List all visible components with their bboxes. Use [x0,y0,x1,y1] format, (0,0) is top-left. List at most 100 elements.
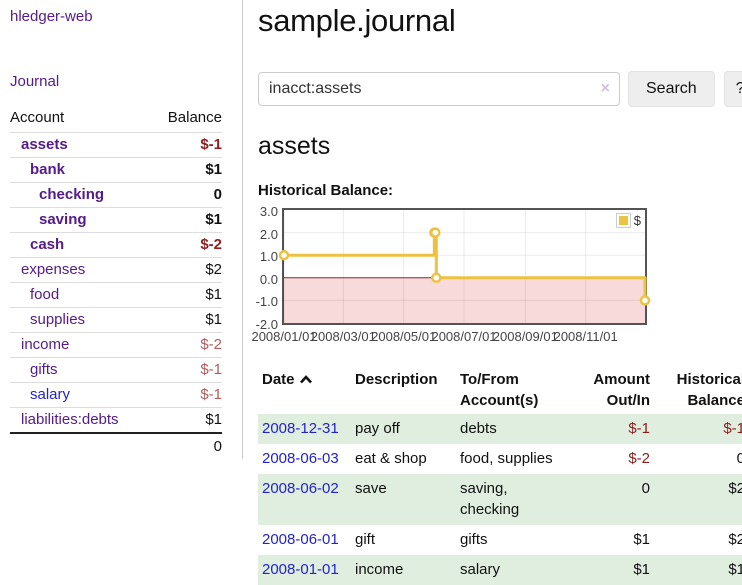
transaction-balance: $-1 [723,420,742,438]
transaction-balance: $2 [728,531,742,549]
account-link-food[interactable]: food [30,286,60,303]
transaction-accounts: saving, checking [460,480,520,519]
app-title-link[interactable]: hledger-web [10,8,93,25]
accounts-total-row: 0 [10,432,222,459]
account-row: bank $1 [10,157,222,183]
account-link-assets[interactable]: assets [21,136,68,153]
account-balance: $-1 [200,386,222,403]
transaction-amount: $1 [633,561,650,579]
search-input[interactable] [258,72,620,107]
nav-journal-link[interactable]: Journal [10,73,60,90]
x-axis-tick: 2008/03/01 [310,329,376,345]
transaction-accounts: salary [460,561,501,579]
accounts-header-balance: Balance [167,109,222,126]
transaction-description: income [355,561,404,579]
register-row: 2008-06-03 eat & shop food, supplies $-2 0 [258,444,742,474]
col-amount: Amount Out/In [593,371,650,410]
account-link-expenses[interactable]: expenses [21,261,86,278]
account-balance: $-2 [200,236,222,253]
register-row: 2008-12-31 pay off debts $-1 $-1 [258,414,742,445]
transaction-date-link[interactable]: 2008-06-01 [262,531,339,549]
account-balance: $-1 [200,361,222,378]
help-button[interactable]: ? [723,71,742,108]
register-row: 2008-06-02 save saving, checking 0 $2 [258,474,742,526]
y-axis-tick: -2.0 [255,317,278,333]
account-balance: $1 [205,211,222,228]
y-axis-tick: -1.0 [255,294,278,310]
account-row: supplies $1 [10,307,222,333]
search-form: × Search ? [258,71,742,108]
legend-label: $ [633,213,641,229]
account-row: gifts $-1 [10,357,222,383]
transaction-description: gift [355,531,376,549]
historical-balance-chart: 3.0 2.0 1.0 0.0 -1.0 -2.0 $ 2008/01/01 2008/03… [251,205,742,350]
x-axis-tick: 2008/05/01 [371,329,437,345]
chart-title: Historical Balance: [258,182,394,200]
account-link-saving[interactable]: saving [39,211,87,228]
account-balance: 0 [213,186,222,203]
account-row: assets $-1 [10,132,222,158]
account-balance: $1 [205,411,222,428]
transaction-balance: $1 [728,561,742,579]
account-row: checking 0 [10,182,222,208]
account-row: income $-2 [10,332,222,358]
transaction-accounts: gifts [460,531,488,549]
account-row: liabilities:debts $1 [10,407,222,434]
x-axis-tick: 2008/01/01 [251,329,317,345]
account-balance: $2 [205,261,222,278]
account-link-income[interactable]: income [21,336,70,353]
transaction-amount: $-1 [628,420,650,438]
x-axis-tick: 2008/11/01 [553,329,618,345]
transaction-description: pay off [355,420,400,438]
account-link-checking[interactable]: checking [39,186,105,203]
transaction-accounts: food, supplies [460,450,553,468]
account-link-bank[interactable]: bank [30,161,66,178]
clear-search-icon[interactable]: × [600,80,610,98]
account-row: food $1 [10,282,222,308]
transaction-date-link[interactable]: 2008-01-01 [262,561,339,579]
account-link-supplies[interactable]: supplies [30,311,86,328]
account-row: saving $1 [10,207,222,233]
account-link-salary[interactable]: salary [30,386,71,403]
register-row: 2008-06-01 gift gifts $1 $2 [258,525,742,555]
col-balance: Historical Balance [676,371,742,410]
accounts-header-row: Account Balance [10,107,222,133]
accounts-table: Account Balance assets $-1 bank $1 checking 0… [10,107,222,459]
transaction-description: eat & shop [355,450,427,468]
account-balance: $-2 [200,336,222,353]
transaction-date-link[interactable]: 2008-06-02 [262,480,339,498]
y-axis-tick: 2.0 [259,226,278,242]
account-link-liabilities-debts[interactable]: liabilities:debts [21,411,119,428]
sort-asc-icon [299,375,312,384]
search-button[interactable]: Search [628,71,715,108]
accounts-header-account: Account [10,109,65,126]
x-axis-tick: 2008/09/01 [492,329,558,345]
chart-legend: $ [613,212,643,230]
account-link-gifts[interactable]: gifts [30,361,58,378]
account-link-cash[interactable]: cash [30,236,65,253]
register-row: 2008-01-01 income salary $1 $1 [258,555,742,585]
transaction-date-link[interactable]: 2008-06-03 [262,450,339,468]
account-row: cash $-2 [10,232,222,258]
account-balance: $1 [205,311,222,328]
main-content: sample.journal × Search ? assets Histori… [243,0,742,585]
y-axis-tick: 0.0 [259,271,278,287]
transaction-balance: 0 [736,450,742,468]
register-table: Date Description To/From Account(s) Amou… [258,368,742,585]
x-axis-tick: 2008/07/01 [431,329,497,345]
col-date[interactable]: Date [258,368,355,414]
account-balance: $-1 [200,136,222,153]
sidebar: hledger-web Journal Account Balance asse… [0,0,243,459]
col-description: Description [355,371,438,389]
transaction-amount: $1 [633,531,650,549]
search-box: × [258,72,620,107]
transaction-accounts: debts [460,420,497,438]
y-axis-tick: 1.0 [259,249,278,265]
page-title: sample.journal [258,3,456,38]
account-heading: assets [258,132,331,161]
account-row: salary $-1 [10,382,222,408]
transaction-date-link[interactable]: 2008-12-31 [262,420,339,438]
account-row: expenses $2 [10,257,222,283]
register-header-row: Date Description To/From Account(s) Amou… [258,368,742,414]
